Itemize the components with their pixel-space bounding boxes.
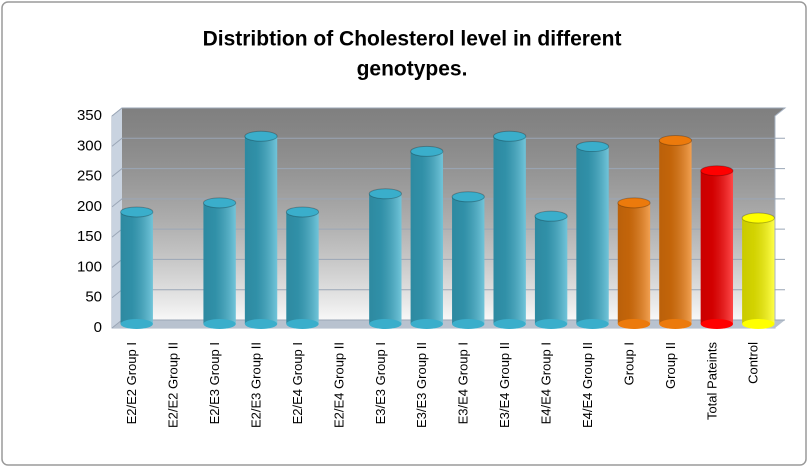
bar-shade	[452, 196, 485, 324]
y-tick-label: 350	[77, 107, 102, 124]
bar-shade	[534, 216, 568, 324]
bar-shade	[203, 202, 236, 324]
bar-base	[576, 319, 609, 329]
side-wall	[112, 108, 122, 328]
grid-line	[111, 137, 785, 147]
chart-title: Distribtion of Cholesterol level in diff…	[203, 28, 622, 51]
bar	[120, 206, 154, 329]
bar-shade	[493, 136, 526, 324]
bar-base	[742, 319, 775, 329]
bar-base	[203, 319, 236, 329]
bar-top	[244, 130, 278, 142]
bar-shade	[700, 170, 734, 324]
x-tick-label: E2/E3 Group II	[248, 342, 263, 428]
bar-base	[120, 319, 153, 329]
y-tick-label: 50	[85, 289, 102, 306]
y-tick-label: 150	[77, 228, 102, 245]
bar-top	[700, 165, 734, 177]
y-tick-label: 0	[94, 319, 102, 336]
bar-base	[493, 319, 526, 329]
grid-line	[111, 168, 785, 177]
bar	[202, 197, 237, 329]
bar-shade	[410, 151, 443, 324]
y-tick-label: 250	[77, 168, 102, 185]
bar	[658, 134, 693, 329]
x-tick-label: E3/E4 Group II	[497, 342, 512, 428]
x-tick-label: Group I	[621, 342, 636, 385]
bar-shade	[369, 193, 402, 324]
bar-base	[286, 319, 319, 329]
chart-title: genotypes.	[357, 58, 468, 81]
x-tick-label: E2/E4 Group I	[290, 342, 305, 424]
bar-top	[120, 206, 154, 218]
bar-base	[369, 319, 402, 329]
x-tick-label: E2/E4 Group II	[331, 342, 346, 428]
bar-top	[534, 210, 568, 222]
bar	[534, 210, 568, 329]
bar-shade	[120, 211, 153, 324]
bar	[244, 130, 278, 329]
bar-top	[741, 212, 775, 224]
bar-top	[451, 191, 485, 203]
bar	[575, 141, 610, 329]
x-tick-label: E3/E3 Group II	[414, 342, 429, 428]
bar	[700, 165, 734, 329]
x-tick-label: Group II	[663, 342, 678, 389]
grid-line	[111, 198, 785, 208]
bar	[451, 191, 485, 329]
x-tick-label: Total Pateints	[704, 342, 719, 421]
bar-base	[617, 319, 651, 329]
y-tick-label: 200	[77, 198, 102, 215]
bar	[285, 206, 320, 329]
bar-shade	[659, 140, 692, 324]
bar-top	[492, 130, 527, 142]
x-tick-label: E4/E4 Group I	[539, 342, 554, 424]
bar	[617, 197, 651, 329]
x-tick-label: E2/E2 Group I	[124, 342, 139, 424]
floor	[112, 320, 785, 328]
bar-top	[368, 188, 403, 200]
bar-base	[534, 319, 568, 329]
bar-top	[285, 206, 320, 218]
bar-shade	[617, 202, 651, 324]
bar-base	[659, 319, 692, 329]
x-tick-label: Control	[746, 342, 761, 384]
bar-shade	[742, 218, 775, 324]
bar-top	[658, 134, 693, 146]
bar-base	[244, 319, 278, 329]
bar-base	[452, 319, 485, 329]
bar	[492, 130, 527, 329]
x-tick-label: E3/E4 Group I	[456, 342, 471, 424]
bar-top	[575, 141, 610, 153]
bar-top	[617, 197, 651, 209]
y-tick-label: 100	[77, 258, 102, 275]
bar	[741, 212, 775, 329]
bar-base	[410, 319, 443, 329]
x-tick-label: E2/E3 Group I	[207, 342, 222, 424]
bar-base	[700, 319, 734, 329]
x-tick-label: E2/E2 Group II	[166, 342, 181, 428]
y-tick-label: 300	[77, 137, 102, 154]
bar-shade	[576, 146, 609, 324]
x-tick-label: E3/E3 Group I	[373, 342, 388, 424]
grid-line	[111, 107, 785, 117]
bar	[410, 145, 444, 329]
bar-shade	[286, 211, 319, 324]
x-tick-label: E4/E4 Group II	[580, 342, 595, 428]
bar-top	[410, 145, 444, 157]
bar	[368, 188, 403, 329]
bar-shade	[244, 136, 278, 324]
bar-top	[202, 197, 237, 209]
